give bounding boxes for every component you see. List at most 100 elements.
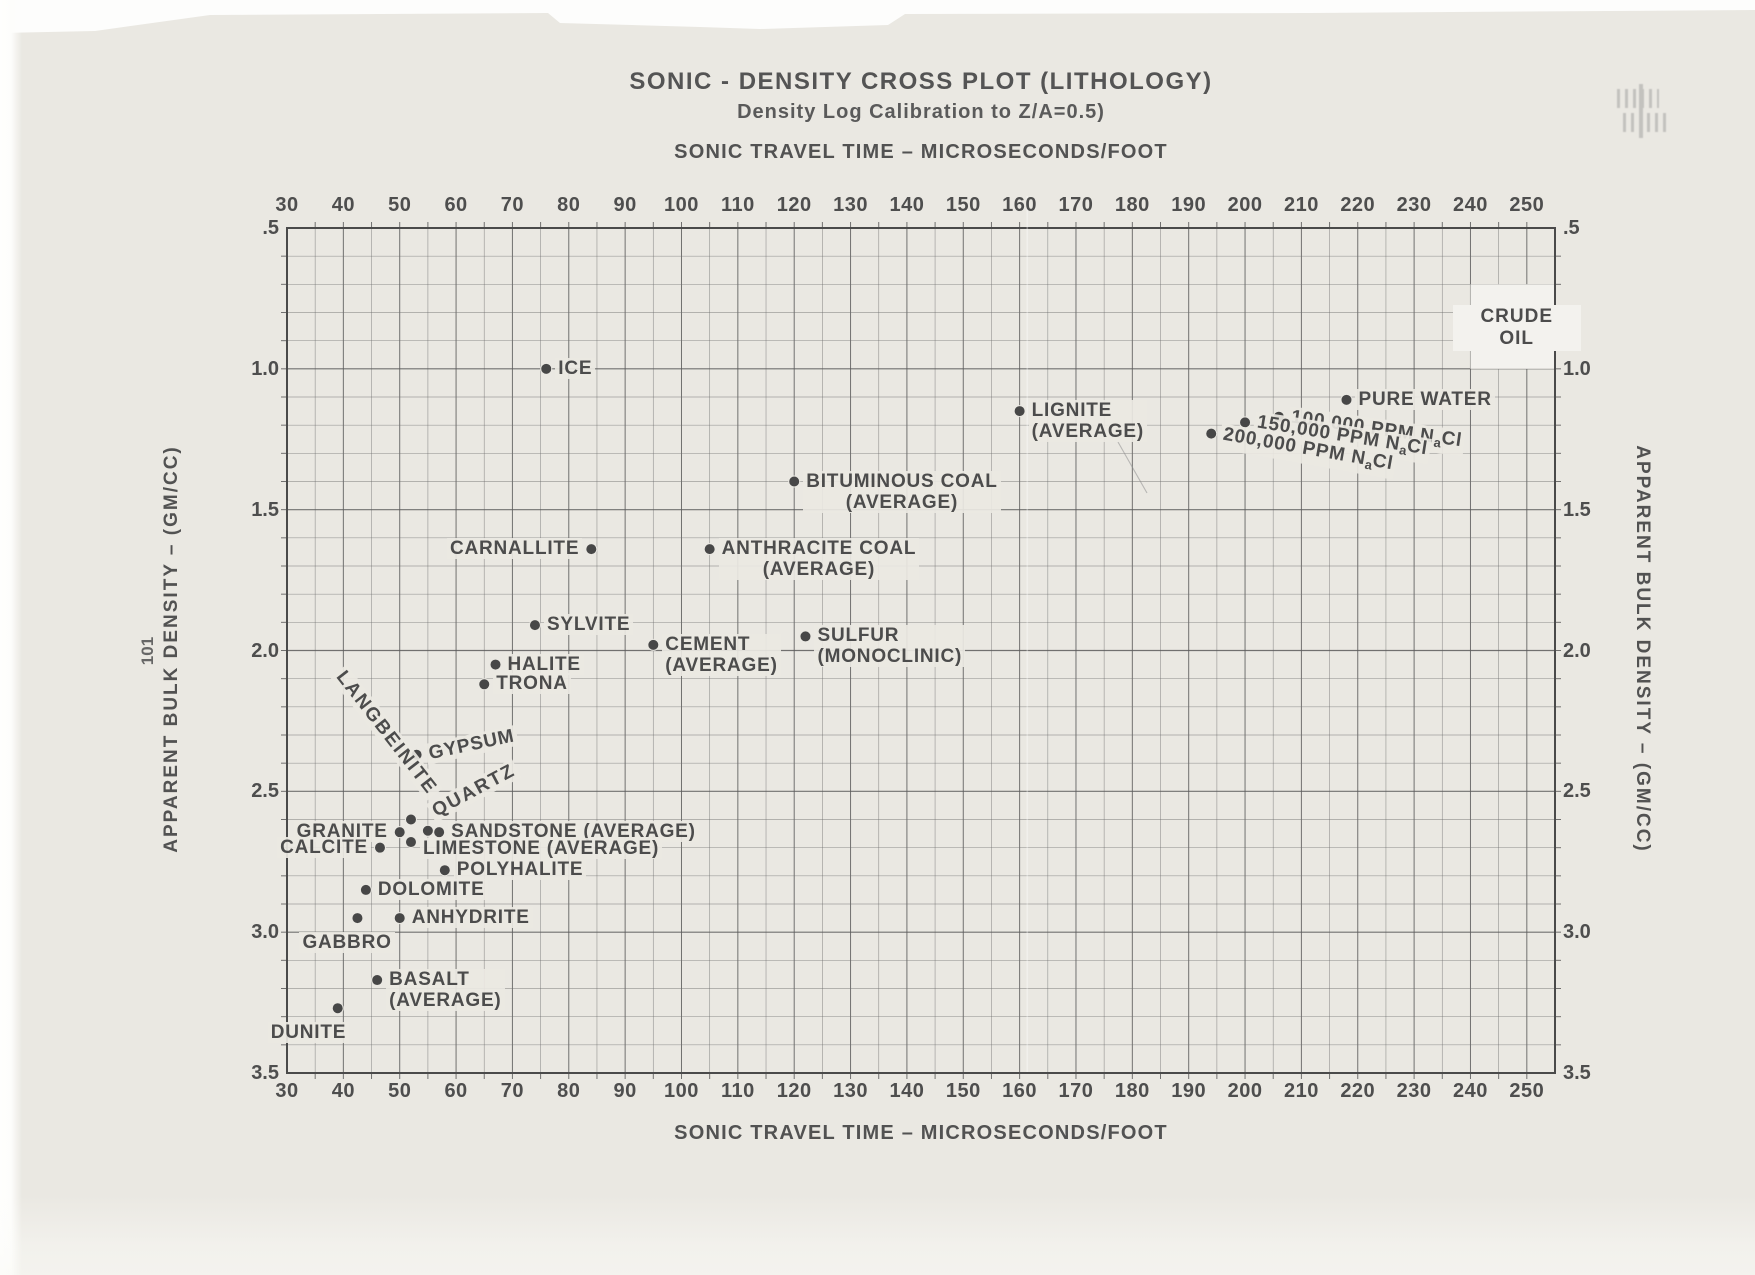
x-tick-label-top-250: 250 — [1509, 194, 1545, 216]
scan-bottom-band — [0, 1195, 1755, 1275]
x-tick-label-top-90: 90 — [613, 194, 637, 216]
x-tick-label-top-240: 240 — [1453, 194, 1488, 216]
point-label-halite: HALITE — [504, 653, 584, 675]
point-label-anthracite-coal: ANTHRACITE COAL (AVERAGE) — [718, 538, 920, 581]
y-axis-title-right: APPARENT BULK DENSITY – (GM/CC) — [1632, 445, 1653, 853]
page-subtitle: Density Log Calibration to Z/A=0.5) — [737, 101, 1105, 123]
y-tick-label-left-.5: .5 — [262, 217, 279, 239]
x-tick-label-top-170: 170 — [1058, 194, 1094, 216]
point-dot-halite — [489, 658, 502, 671]
x-tick-label-top-210: 210 — [1283, 194, 1319, 216]
y-tick-label-right-3.0: 3.0 — [1563, 921, 1591, 944]
y-tick-label-left-1.0: 1.0 — [251, 357, 279, 380]
point-dot-dolomite — [359, 883, 372, 896]
x-tick-label-bottom-30: 30 — [275, 1080, 299, 1102]
point-label-quartz: QUARTZ — [425, 758, 522, 823]
point-dot-basalt — [371, 974, 384, 987]
x-tick-label-top-60: 60 — [444, 194, 468, 216]
x-tick-label-top-50: 50 — [388, 194, 412, 216]
y-tick-label-left-2.5: 2.5 — [251, 780, 279, 803]
x-tick-label-bottom-40: 40 — [331, 1080, 355, 1102]
point-dot-polyhalite — [438, 864, 451, 877]
point-label-pure-water: PURE WATER — [1355, 388, 1495, 410]
x-tick-label-top-80: 80 — [557, 194, 581, 216]
x-tick-label-top-200: 200 — [1227, 194, 1263, 216]
point-dot-nacl-200000 — [1205, 427, 1218, 440]
point-dot-limestone — [404, 836, 417, 849]
point-dot-langbeinite — [404, 813, 417, 826]
y-tick-label-left-3.0: 3.0 — [251, 921, 279, 944]
x-tick-label-bottom-90: 90 — [613, 1080, 637, 1102]
y-tick-label-right-1.0: 1.0 — [1563, 357, 1591, 380]
logo-bars-bottom — [1623, 113, 1667, 132]
point-dot-sulfur — [799, 630, 812, 643]
company-logo — [1613, 84, 1671, 138]
x-tick-label-bottom-100: 100 — [664, 1080, 699, 1102]
page-number: 101 — [138, 636, 157, 666]
x-tick-label-top-110: 110 — [720, 194, 755, 216]
point-label-langbeinite: LANGBEINITE — [330, 663, 444, 801]
point-dot-anhydrite — [393, 912, 406, 925]
x-tick-label-bottom-160: 160 — [1002, 1080, 1038, 1102]
page-title: SONIC - DENSITY CROSS PLOT (LITHOLOGY) — [629, 68, 1213, 95]
x-tick-label-top-100: 100 — [664, 194, 699, 216]
x-tick-label-bottom-250: 250 — [1509, 1080, 1545, 1102]
point-label-lignite: LIGNITE (AVERAGE) — [1028, 400, 1148, 443]
x-tick-label-bottom-190: 190 — [1171, 1080, 1207, 1102]
x-tick-label-top-230: 230 — [1396, 194, 1432, 216]
y-tick-label-left-3.5: 3.5 — [251, 1062, 279, 1084]
y-tick-label-right-3.5: 3.5 — [1563, 1062, 1591, 1084]
point-dot-ice — [540, 362, 553, 375]
x-tick-label-bottom-180: 180 — [1114, 1080, 1150, 1102]
point-label-cement: CEMENT (AVERAGE) — [662, 633, 781, 676]
x-tick-label-top-70: 70 — [500, 194, 525, 216]
x-axis-title-top: SONIC TRAVEL TIME – MICROSECONDS/FOOT — [674, 141, 1168, 163]
point-label-sulfur: SULFUR (MONOCLINIC) — [814, 625, 966, 668]
x-tick-label-top-120: 120 — [776, 194, 812, 216]
point-label-dolomite: DOLOMITE — [374, 878, 488, 900]
y-tick-label-right-2.0: 2.0 — [1563, 639, 1591, 662]
crude-oil-region-label: CRUDE OIL — [1452, 304, 1581, 351]
y-tick-label-right-.5: .5 — [1563, 217, 1580, 239]
point-dot-sandstone — [433, 826, 446, 839]
x-tick-label-bottom-70: 70 — [500, 1080, 525, 1102]
point-dot-dunite — [331, 1002, 344, 1015]
y-tick-label-right-2.5: 2.5 — [1563, 780, 1591, 803]
x-tick-label-bottom-110: 110 — [720, 1080, 755, 1102]
x-axis-title-bottom: SONIC TRAVEL TIME – MICROSECONDS/FOOT — [674, 1122, 1168, 1144]
point-label-polyhalite: POLYHALITE — [453, 859, 587, 881]
x-tick-label-top-140: 140 — [889, 194, 925, 216]
x-tick-label-bottom-130: 130 — [833, 1080, 868, 1102]
point-label-sylvite: SYLVITE — [543, 614, 634, 636]
point-dot-gabbro — [351, 912, 364, 925]
y-tick-label-right-1.5: 1.5 — [1563, 498, 1591, 521]
point-label-sandstone: SANDSTONE (AVERAGE) — [448, 821, 699, 843]
point-dot-bituminous-coal — [788, 475, 801, 488]
x-tick-label-top-180: 180 — [1114, 194, 1150, 216]
y-tick-label-left-2.0: 2.0 — [251, 639, 279, 662]
x-tick-label-top-150: 150 — [945, 194, 981, 216]
x-tick-label-bottom-50: 50 — [388, 1080, 412, 1102]
point-label-limestone: LIMESTONE (AVERAGE) — [419, 838, 663, 860]
point-label-carnallite: CARNALLITE — [446, 538, 583, 560]
point-dot-cement — [647, 638, 660, 651]
point-dot-carnallite — [585, 543, 598, 556]
point-dot-anthracite-coal — [703, 543, 716, 556]
x-tick-label-bottom-200: 200 — [1227, 1080, 1263, 1102]
x-tick-label-top-190: 190 — [1171, 194, 1207, 216]
y-tick-label-left-1.5: 1.5 — [251, 498, 279, 521]
scan-left-edge — [0, 0, 22, 1275]
point-label-trona: TRONA — [493, 673, 571, 695]
logo-center-bar — [1639, 84, 1643, 138]
point-label-dunite: DUNITE — [267, 1022, 350, 1044]
x-tick-label-bottom-230: 230 — [1396, 1080, 1432, 1102]
x-tick-label-bottom-80: 80 — [557, 1080, 581, 1102]
x-tick-label-top-130: 130 — [833, 194, 868, 216]
point-dot-sylvite — [528, 619, 541, 632]
x-tick-label-bottom-220: 220 — [1340, 1080, 1376, 1102]
x-tick-label-bottom-150: 150 — [945, 1080, 981, 1102]
x-tick-label-top-160: 160 — [1002, 194, 1038, 216]
x-tick-label-bottom-240: 240 — [1453, 1080, 1488, 1102]
